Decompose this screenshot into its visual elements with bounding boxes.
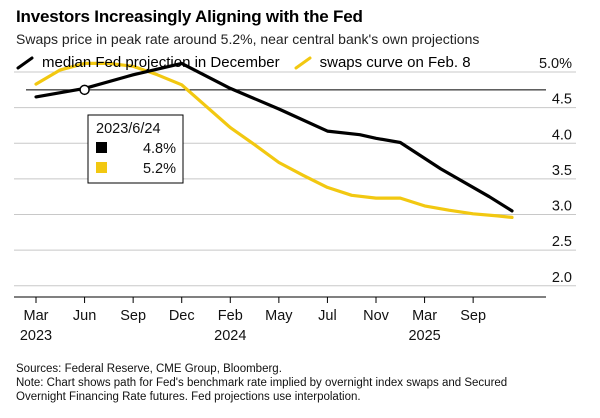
y-tick-label: 3.0: [552, 199, 572, 215]
series-group: [34, 61, 514, 219]
legend-fed-label: median Fed projection in December: [42, 54, 280, 71]
y-tick-label: 4.5: [552, 92, 572, 108]
swaps-curve-line: [34, 61, 514, 219]
y-tick-label: 3.5: [552, 163, 572, 179]
x-tick-label: Jul: [318, 308, 337, 324]
x-axis: Mar 2023 Jun Sep Dec Feb 2024 May Jul Nov Mar 2025 S…: [14, 296, 546, 344]
legend-swaps-label: swaps curve on Feb. 8: [319, 54, 471, 71]
x-tick-label: Nov: [363, 308, 390, 324]
x-tick-label: Mar: [24, 308, 49, 324]
legend-fed-swatch: [16, 56, 34, 69]
footnote-line-1: Note: Chart shows path for Fed's benchma…: [16, 377, 508, 389]
x-tick-label: Feb: [218, 308, 243, 324]
x-tick-label: Sep: [120, 308, 146, 324]
legend-item-fed: median Fed projection in December: [16, 54, 280, 71]
y-tick-label: 2.5: [552, 234, 572, 250]
tooltip-fed-swatch: [96, 142, 107, 153]
hover-tooltip: 2023/6/24 4.8% 5.2%: [79, 84, 184, 184]
tooltip-swaps-swatch: [96, 162, 107, 173]
tooltip-fed-value: 4.8%: [143, 141, 176, 157]
legend-swaps-swatch: [294, 56, 312, 69]
x-tick-label: Sep: [460, 308, 486, 324]
tooltip-swaps-value: 5.2%: [143, 161, 176, 177]
tooltip-marker: [79, 84, 90, 96]
y-tick-label: 5.0%: [539, 56, 572, 72]
tooltip-date: 2023/6/24: [96, 121, 161, 137]
y-axis: 5.0% 4.5 4.0 3.5 3.0 2.5 2.0: [539, 56, 572, 286]
legend-item-swaps: swaps curve on Feb. 8: [294, 54, 471, 71]
y-tick-label: 4.0: [552, 127, 572, 143]
x-year-label: 2025: [408, 328, 440, 344]
y-tick-label: 2.0: [552, 270, 572, 286]
x-year-label: 2023: [20, 328, 52, 344]
x-year-label: 2024: [214, 328, 246, 344]
x-tick-label: Mar: [412, 308, 437, 324]
fed-projection-line: [34, 61, 514, 213]
chart-title: Investors Increasingly Aligning with the…: [16, 7, 363, 26]
source-note: Sources: Federal Reserve, CME Group, Blo…: [16, 363, 282, 375]
legend: median Fed projection in December swaps …: [16, 54, 485, 71]
chart-subtitle: Swaps price in peak rate around 5.2%, ne…: [16, 31, 480, 47]
x-tick-label: May: [265, 308, 293, 324]
x-tick-label: Jun: [73, 308, 96, 324]
x-tick-label: Dec: [169, 308, 195, 324]
footnote-line-2: Overnight Financing Rate futures. Fed pr…: [16, 391, 361, 403]
